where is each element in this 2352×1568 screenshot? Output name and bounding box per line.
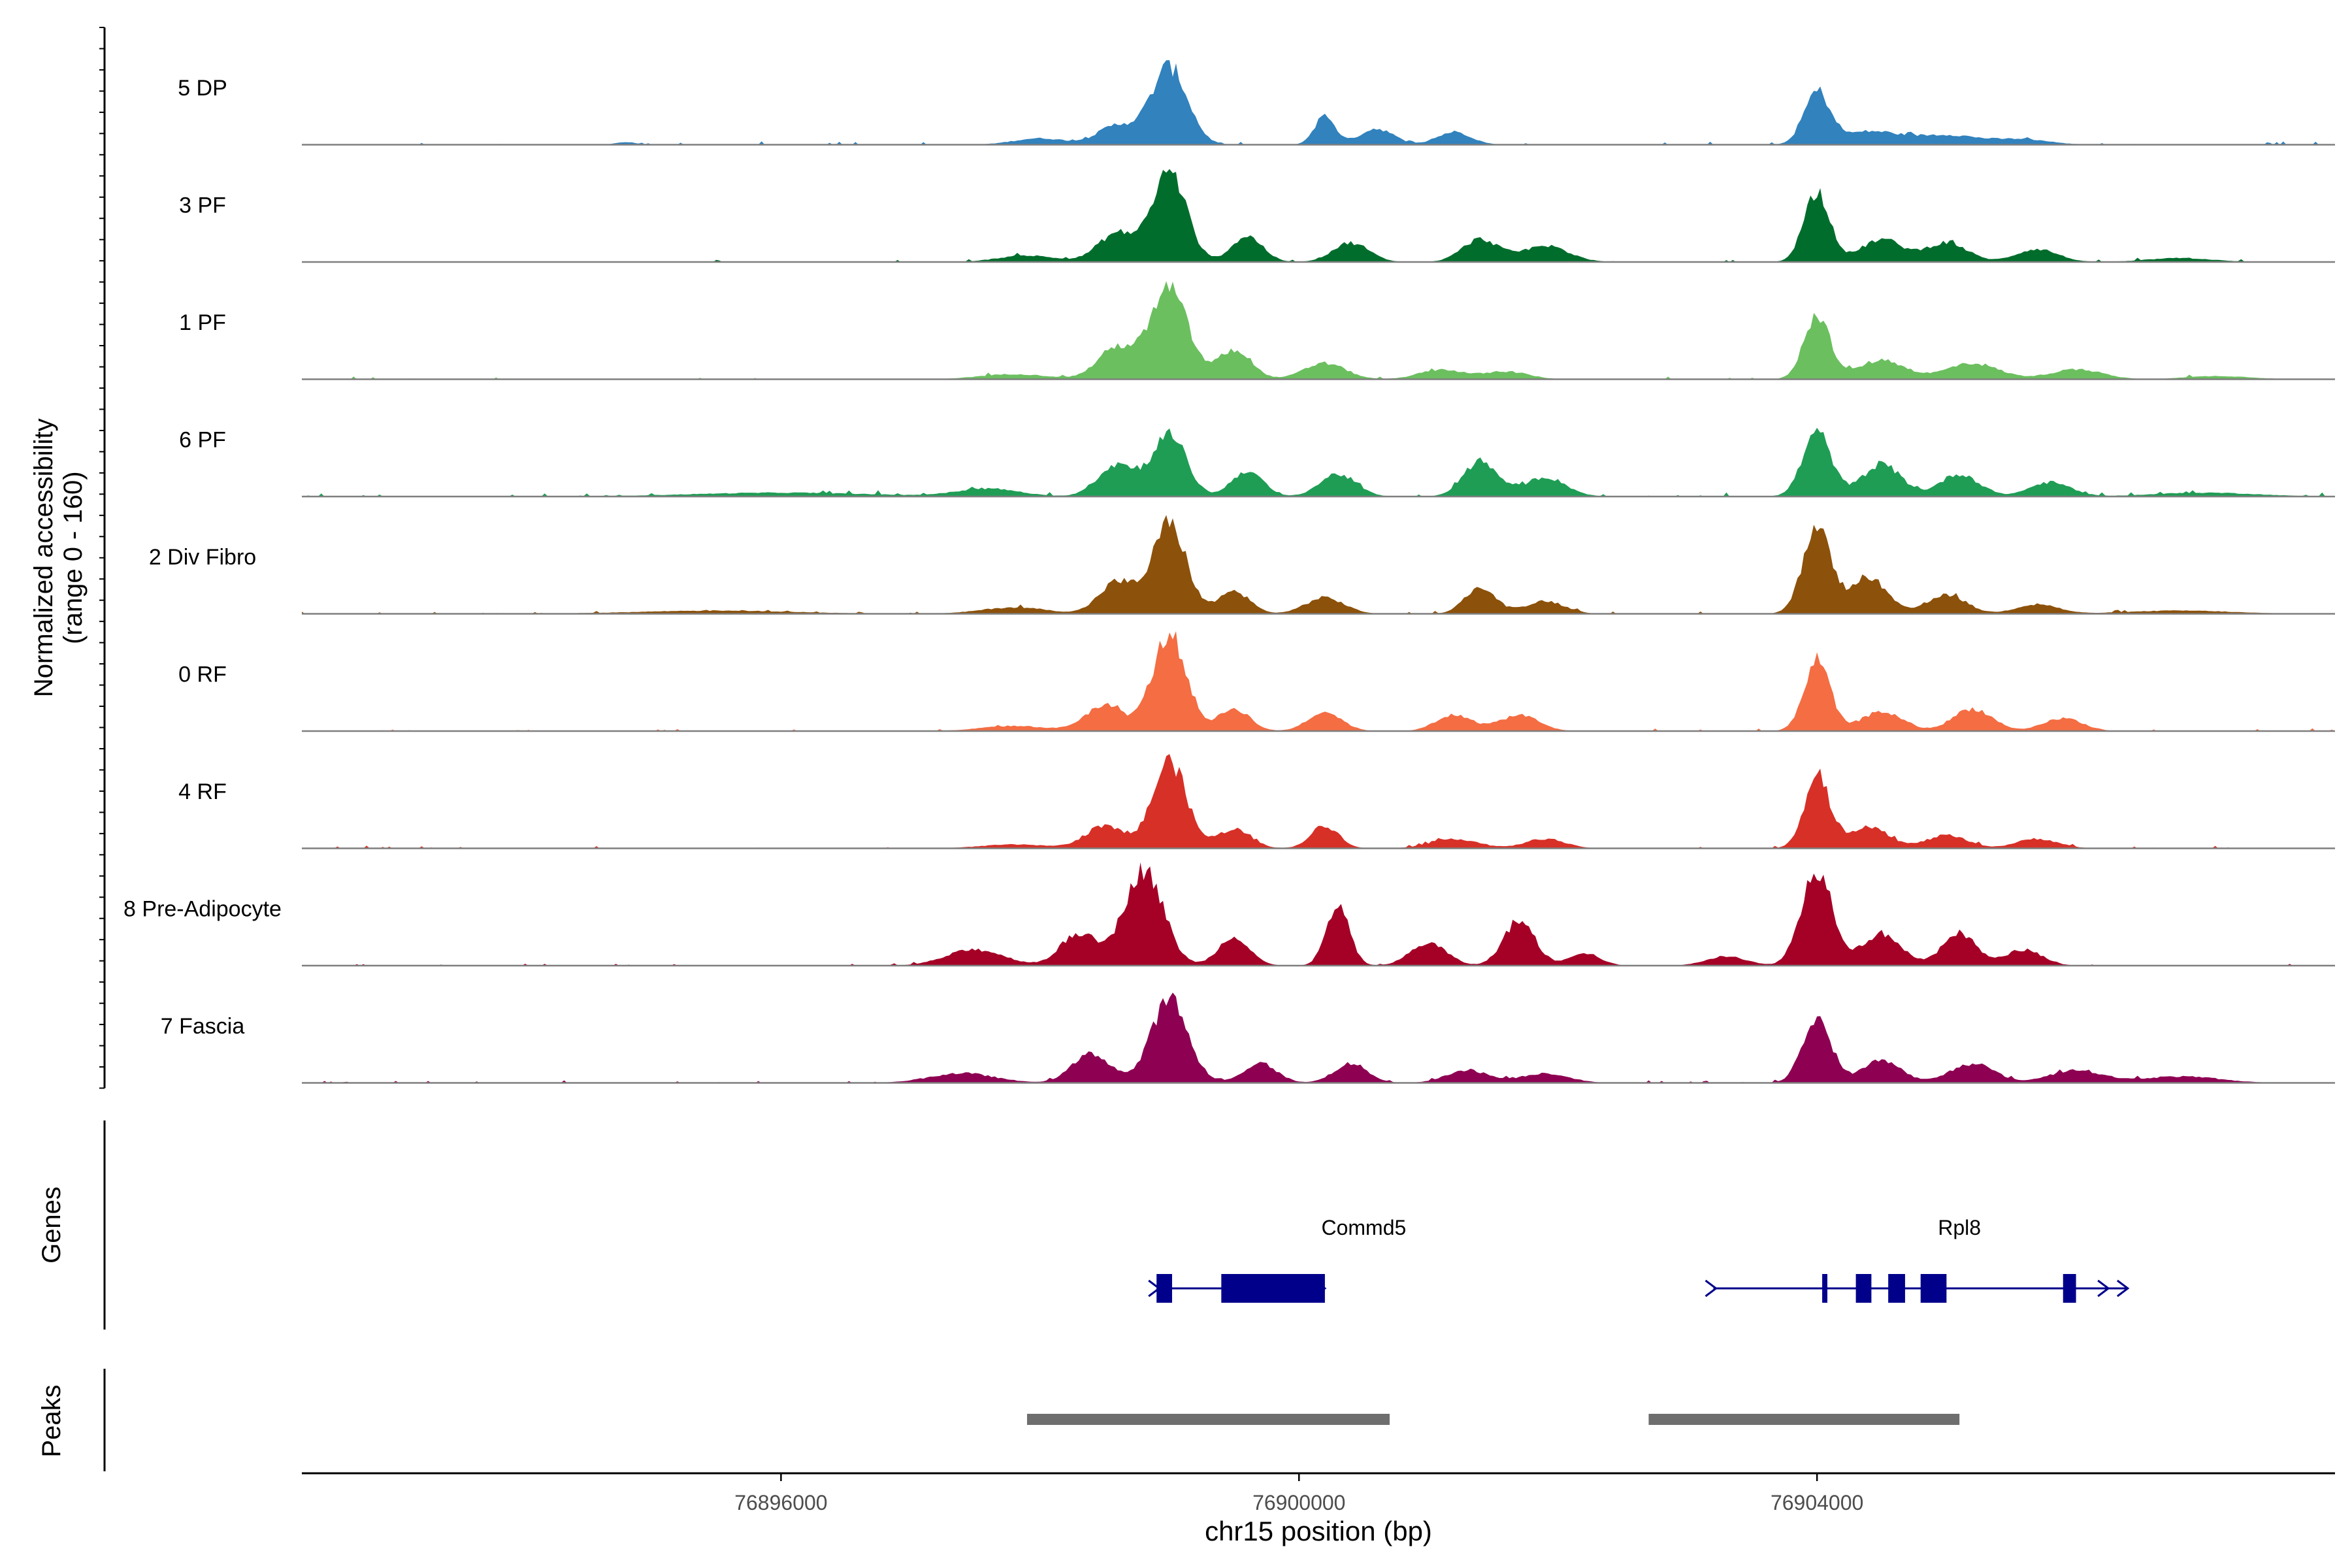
coverage-tracks: 5 DP 3 PF 1 PF 6 PF 2 Div Fibro 0 RF 4 RF 8 Pre…: [123, 60, 2335, 1084]
track-2-div-fibro: 2 Div Fibro: [149, 515, 2335, 615]
coverage-area: [302, 281, 2335, 380]
track-0-rf: 0 RF: [178, 631, 2335, 732]
genes-panel: Genes Commd5 Rpl8: [37, 1120, 2130, 1330]
y-axis: Normalized accessibility (range 0 - 160): [29, 27, 106, 1089]
peaks-panel-label: Peaks: [37, 1384, 66, 1457]
genes-panel-label: Genes: [37, 1186, 66, 1264]
x-tick-label: 76904000: [1771, 1491, 1863, 1514]
peak-region-bar: [1027, 1414, 1390, 1425]
coverage-area: [302, 169, 2335, 262]
coverage-area: [302, 631, 2335, 731]
strand-arrow-icon: [2097, 1279, 2110, 1298]
track-label: 5 DP: [178, 76, 227, 101]
gene-exon: [1888, 1274, 1905, 1303]
track-label: 3 PF: [179, 193, 226, 218]
gene-rpl8: Rpl8: [1705, 1216, 2130, 1303]
x-axis-label: chr15 position (bp): [1205, 1516, 1432, 1546]
gene-exon: [2063, 1274, 2076, 1303]
x-tick-label: 76900000: [1252, 1491, 1345, 1514]
coverage-area: [302, 992, 2335, 1083]
track-label: 7 Fascia: [161, 1014, 245, 1039]
gene-commd5: Commd5: [1148, 1216, 1406, 1303]
track-label: 1 PF: [179, 310, 226, 335]
gene-name-label: Rpl8: [1938, 1216, 1981, 1239]
track-label: 2 Div Fibro: [149, 545, 256, 570]
gene-name-label: Commd5: [1321, 1216, 1406, 1239]
gene-exon: [1855, 1274, 1872, 1303]
y-axis-label-line2: (range 0 - 160): [59, 471, 88, 644]
track-3-pf: 3 PF: [179, 169, 2335, 263]
coverage-area: [302, 515, 2335, 614]
track-label: 6 PF: [179, 427, 226, 452]
gene-exon: [1156, 1274, 1173, 1303]
coverage-area: [302, 427, 2335, 497]
coverage-area: [302, 754, 2335, 849]
track-1-pf: 1 PF: [179, 281, 2335, 380]
strand-arrow-icon: [2116, 1279, 2130, 1298]
track-8-pre-adipocyte: 8 Pre-Adipocyte: [123, 862, 2335, 967]
peaks-panel: Peaks: [37, 1369, 1960, 1471]
track-5-dp: 5 DP: [178, 60, 2335, 146]
track-6-pf: 6 PF: [179, 427, 2335, 498]
gene-exon: [1822, 1274, 1827, 1303]
gene-exon: [1221, 1274, 1325, 1303]
coverage-area: [302, 862, 2335, 966]
y-axis-label-line1: Normalized accessibility: [29, 418, 58, 697]
gene-exon: [1920, 1274, 1947, 1303]
track-label: 8 Pre-Adipocyte: [123, 896, 282, 921]
strand-arrow-icon: [1705, 1279, 1718, 1298]
x-tick-label: 76896000: [734, 1491, 827, 1514]
coverage-area: [302, 60, 2335, 145]
track-label: 4 RF: [178, 779, 227, 804]
x-axis: chr15 position (bp) 76896000 76900000 7690…: [302, 1472, 2335, 1546]
peak-region-bar: [1648, 1414, 1960, 1425]
track-4-rf: 4 RF: [178, 754, 2335, 849]
track-label: 0 RF: [178, 662, 227, 687]
track-7-fascia: 7 Fascia: [161, 992, 2335, 1084]
